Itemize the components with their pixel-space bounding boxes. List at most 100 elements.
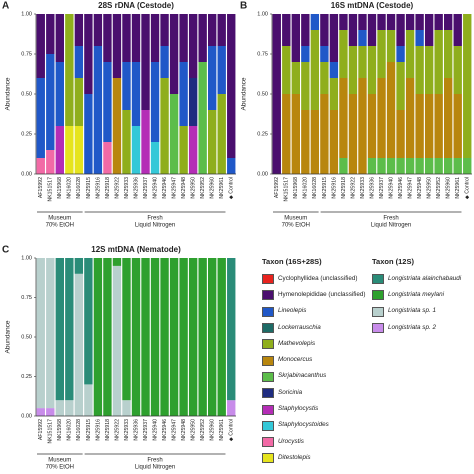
y-tick-label: 1.00 [21,255,32,261]
bar-segment [434,14,443,30]
legend-label: Longistriata sp. 1 [388,307,436,315]
x-tick-label: NK25937 [143,177,149,199]
y-tick-label: 0.25 [21,374,32,380]
bar-segment [217,46,226,94]
bar-segment [84,94,93,174]
x-tick-label: NK25950 [427,177,433,199]
bar-segment [329,78,339,110]
bar-segment [188,78,198,126]
bar-segment [169,94,179,174]
bar-segment [358,30,367,46]
bar-segment [150,142,160,174]
bar-segment [301,62,310,110]
bar-segment [36,408,45,416]
bar-segment [444,158,453,174]
x-tick-label: ◆ Control [229,177,235,199]
x-tick-label: NK25918 [341,177,347,199]
x-tick-label: ◆ Control [465,177,471,199]
bar-segment [310,14,320,30]
y-tick-label: 0.00 [257,171,268,177]
panel: A 28S rDNA (Cestode) Abundance 0.00 0.25 0.50… [2,1,236,229]
bar-segment [329,14,339,62]
x-tick-label: NK25948 [181,177,187,199]
bar-segment [405,14,415,30]
y-axis-label: Abundance [5,77,12,110]
legend-item: Monocercus [262,352,370,368]
bar-segment [348,46,358,94]
bar-segment [405,78,415,158]
x-tick-label: NK25947 [407,177,413,199]
bar-segment [320,62,329,94]
bar-segment [348,94,358,174]
x-tick-label: NK25916 [331,177,337,199]
legend-item: Lockerrauschia [262,320,370,336]
bar-segment [46,14,55,54]
bar-segment [463,158,472,174]
bar-segment [386,158,396,174]
bar-segment [93,258,103,416]
legend-swatch [262,339,274,350]
bar-segment [339,14,348,30]
bar-segment [463,14,472,158]
bar-segment [217,258,226,416]
x-tick-label: NK151517 [48,419,54,444]
group-label: Museum [48,458,71,464]
bar-segment [386,14,396,30]
legend-item: Staphylocystoides [262,418,370,434]
bar-segment [444,14,453,30]
bar-segment [122,258,131,401]
bar-segment [84,14,93,94]
bar-segment [434,94,443,158]
bar-segment [65,258,74,401]
legend-swatch [262,355,274,366]
x-tick-label: NK25915 [86,177,92,199]
chart-title: 12S mtDNA (Nematode) [91,245,181,254]
x-tick-label: NK15968 [57,419,63,441]
group-label: Fresh [147,458,162,464]
bar-segment [112,265,122,416]
bar-segment [301,14,310,46]
group-note: 70% EtOH [282,223,310,229]
bar-segment [424,158,434,174]
bar-segment [282,46,291,94]
bar-segment [424,94,434,158]
bar-segment [217,94,226,174]
y-tick-label: 1.00 [257,11,268,17]
bar-segment [320,14,329,46]
legend-item: Longistriata meylani [372,287,472,303]
bar-segment [339,78,348,158]
x-tick-label: AF15992 [38,419,44,440]
legend-item: Cyclophyllidea (unclassified) [262,271,370,287]
y-tick-label: 0.75 [21,51,32,57]
legend-item: Longistriata sp. 2 [372,320,472,336]
panel-letter: C [2,245,9,256]
legend-item: Longistriata sp. 1 [372,304,472,320]
x-tick-label: NK25950 [191,177,197,199]
bar-segment [141,14,150,110]
y-axis-label: Abundance [241,77,248,110]
bar-segment [112,258,122,266]
x-tick-label: AF15992 [38,177,44,198]
bar-segment [55,14,64,62]
legend-label: Lineolepis [278,307,307,315]
bar-segment [55,62,64,126]
legend-swatch [262,453,274,464]
bar-segment [386,30,396,62]
bar-segment [65,14,74,126]
bar-segment [453,14,462,46]
bar-segment [179,14,188,62]
bar-segment [367,158,377,174]
bar-segment [208,14,217,46]
x-tick-label: NK25918 [105,177,111,199]
x-tick-label: NK25936 [369,177,375,199]
bar-segment [112,14,122,78]
legend-swatch [262,290,274,301]
bar-segment [434,158,443,174]
bar-segment [84,384,93,416]
bar-segment [227,158,236,174]
bar-segment [301,110,310,174]
bar-segment [112,78,122,174]
bar-segment [453,158,462,174]
bar-segment [415,94,424,158]
x-tick-label: NK25946 [398,177,404,199]
